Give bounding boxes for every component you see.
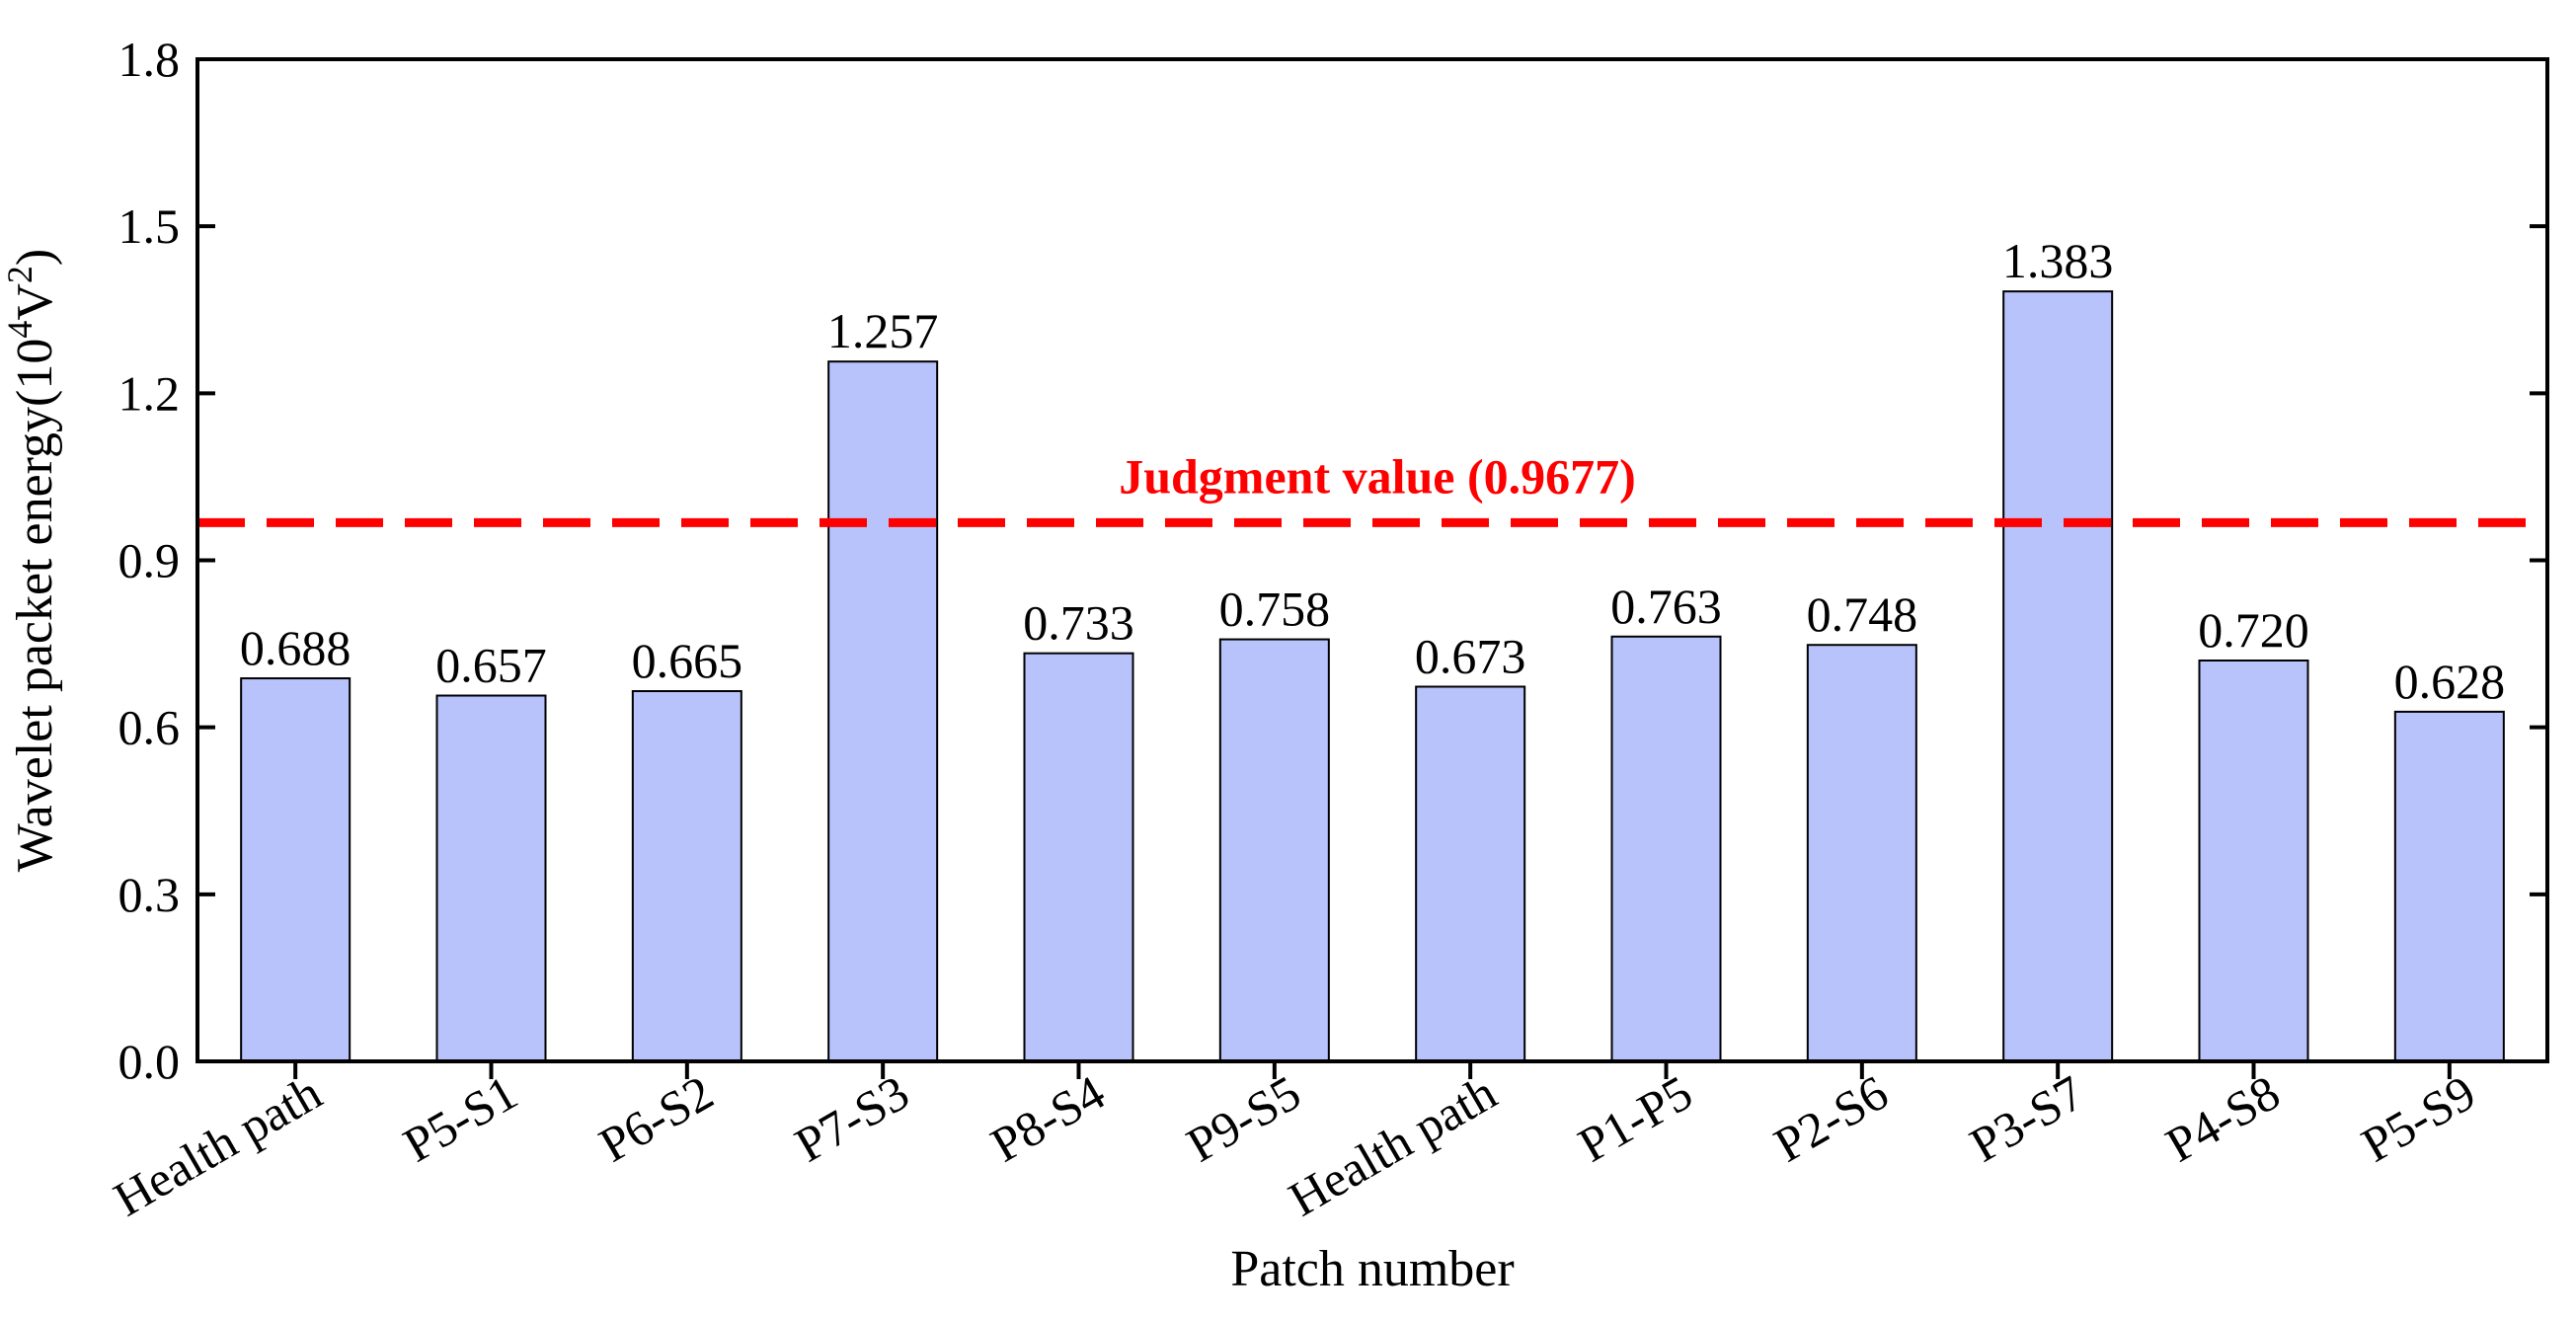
bar-value-label-4: 1.257 <box>827 303 939 358</box>
x-tick-label-11: P4-S8 <box>2156 1064 2289 1173</box>
x-tick-label-6: P9-S5 <box>1177 1064 1309 1173</box>
y-axis-label-sup2: 2 <box>0 266 39 283</box>
y-tick-label-4: 0.9 <box>118 533 181 588</box>
bar-value-label-5: 0.733 <box>1023 595 1134 651</box>
x-tick-label-5: P8-S4 <box>981 1064 1114 1173</box>
bar-value-label-12: 0.628 <box>2394 654 2506 709</box>
bar-12 <box>2393 710 2505 1063</box>
plot-frame <box>195 57 2549 1063</box>
x-tick-label-4: P7-S3 <box>786 1064 918 1173</box>
bar-value-label-1: 0.688 <box>240 620 351 675</box>
x-tick-label-7: Health path <box>1280 1064 1506 1226</box>
y-axis: 0.0 0.3 0.6 0.9 1.2 1.5 1.8 <box>118 32 2547 1089</box>
bar-11 <box>2198 660 2309 1062</box>
bar-6 <box>1218 638 1330 1062</box>
bar-8 <box>1610 635 1722 1063</box>
bar-value-label-11: 0.720 <box>2198 602 2309 658</box>
bar-3 <box>631 690 742 1063</box>
bar-value-label-6: 0.758 <box>1219 582 1331 637</box>
threshold-group: Judgment value (0.9677) <box>197 448 2547 527</box>
x-tick-label-10: P3-S7 <box>1961 1064 2093 1173</box>
x-tick-label-8: P1-P5 <box>1569 1064 1701 1173</box>
bar-value-label-2: 0.657 <box>435 638 547 693</box>
x-tick-label-2: P5-S1 <box>394 1064 526 1173</box>
bar-7 <box>1415 685 1526 1063</box>
y-tick-label-3: 0.6 <box>118 700 181 755</box>
y-tick-label-6: 1.5 <box>118 198 181 254</box>
bar-value-label-8: 0.763 <box>1610 579 1722 634</box>
y-axis-label: Wavelet packet energy(104V2) <box>0 249 63 872</box>
x-tick-label-9: P2-S6 <box>1764 1064 1897 1173</box>
y-axis-label-main: Wavelet packet energy(10 <box>7 339 63 873</box>
bar-4 <box>827 360 939 1063</box>
bar-value-label-9: 0.748 <box>1807 586 1918 642</box>
bar-10 <box>2002 290 2114 1062</box>
x-axis-label: Patch number <box>1230 1241 1514 1297</box>
x-tick-label-12: P5-S9 <box>2352 1064 2484 1173</box>
y-axis-label-mid: V <box>7 283 63 321</box>
y-tick-label-2: 0.3 <box>118 867 181 922</box>
bar-2 <box>435 694 547 1063</box>
y-tick-label-1: 0.0 <box>118 1034 181 1089</box>
threshold-label: Judgment value (0.9677) <box>1119 448 1636 504</box>
y-axis-label-sup1: 4 <box>0 321 39 339</box>
bar-value-label-3: 0.665 <box>632 633 743 688</box>
bar-5 <box>1023 652 1134 1062</box>
bars-group: 0.688 0.657 0.665 1.257 0.733 0.758 0.673 0.763… <box>240 233 2506 1063</box>
bar-9 <box>1806 644 1917 1062</box>
bar-1 <box>240 677 351 1062</box>
bar-value-label-10: 1.383 <box>2002 233 2114 288</box>
y-tick-label-5: 1.2 <box>118 365 181 421</box>
y-tick-label-7: 1.8 <box>118 32 181 87</box>
x-axis: Health path P5-S1 P6-S2 P7-S3 P8-S4 P9-S5Heal… <box>105 1061 2484 1226</box>
bar-value-label-7: 0.673 <box>1415 629 1526 684</box>
x-tick-label-3: P6-S2 <box>589 1064 722 1173</box>
y-axis-label-end: ) <box>7 249 63 266</box>
